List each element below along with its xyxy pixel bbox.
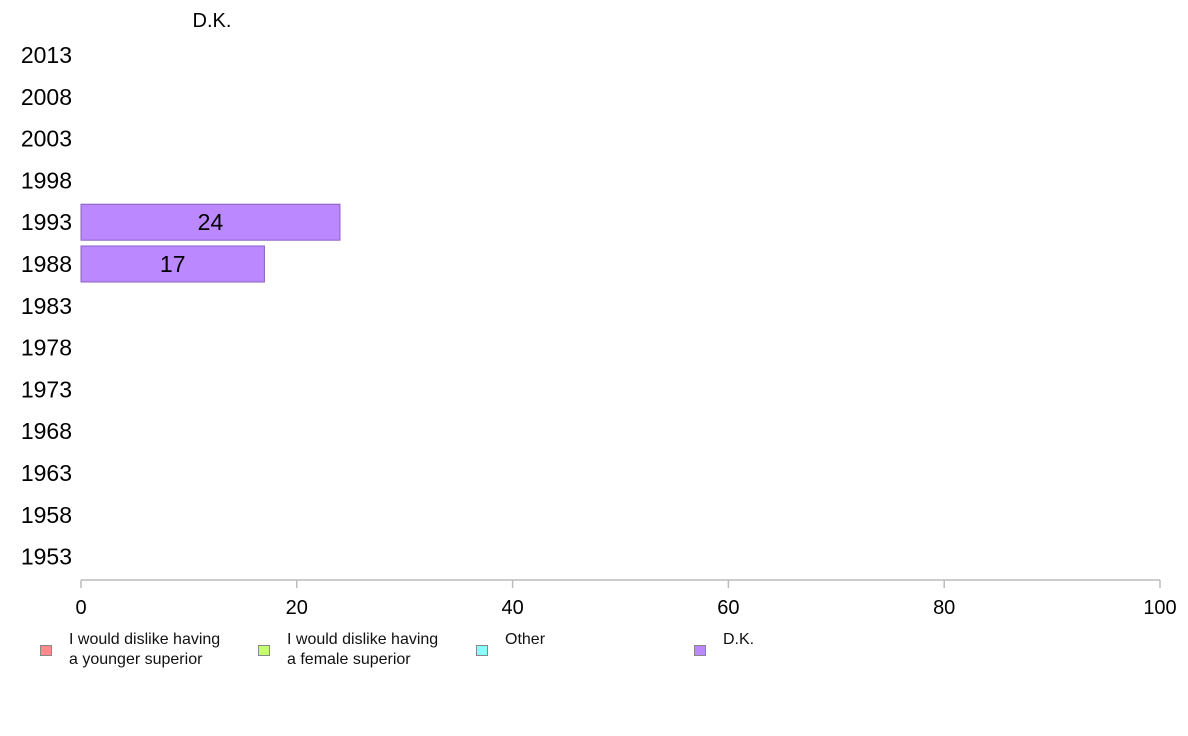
y-tick-label: 1978	[21, 335, 72, 361]
x-tick-label: 40	[501, 597, 523, 619]
legend-label: I would dislike having a younger superio…	[69, 631, 221, 668]
y-tick-label: 1998	[21, 167, 72, 193]
legend-swatch	[258, 645, 270, 656]
legend-label: I would dislike having a female superior	[287, 631, 439, 668]
y-tick-label: 1993	[21, 209, 72, 235]
y-tick-label: 2013	[21, 42, 72, 68]
legend-swatch	[694, 645, 706, 656]
y-tick-label: 1968	[21, 418, 72, 444]
y-tick-label: 2003	[21, 126, 72, 152]
y-tick-label: 1983	[21, 293, 72, 319]
x-tick-label: 80	[933, 597, 955, 619]
bar	[80, 245, 265, 283]
legend-swatch	[476, 645, 488, 656]
legend-label: D.K.	[723, 631, 755, 648]
legend-label: Other	[505, 631, 546, 648]
x-tick-label: 20	[286, 597, 308, 619]
legend-item-other: Other	[476, 630, 545, 656]
legend-item-dk: D.K.	[694, 630, 754, 656]
legend-item-female-superior: I would dislike having a female superior	[258, 630, 438, 670]
x-axis-ticks: 0 20 40 60 80 100	[75, 580, 1177, 619]
y-tick-label: 1973	[21, 376, 72, 402]
x-tick-label: 0	[75, 597, 86, 619]
bar	[80, 203, 341, 241]
y-tick-label: 1963	[21, 460, 72, 486]
chart-title: D.K.	[193, 10, 232, 32]
bar-chart: D.K. 2013 2008 2003 1998 1993 1988 1983 1978 197…	[21, 10, 1177, 619]
bar-value-label: 17	[160, 251, 186, 277]
x-tick-label: 60	[717, 597, 739, 619]
y-tick-label: 1953	[21, 544, 72, 570]
legend-item-younger-superior: I would dislike having a younger superio…	[40, 630, 220, 670]
bar-value-label: 24	[198, 209, 224, 235]
bars: 24 17	[80, 203, 341, 283]
y-tick-label: 1958	[21, 502, 72, 528]
legend: I would dislike having a younger superio…	[0, 630, 1188, 680]
y-axis-labels: 2013 2008 2003 1998 1993 1988 1983 1978 1973 1968…	[21, 42, 72, 570]
x-tick-label: 100	[1143, 597, 1176, 619]
y-tick-label: 1988	[21, 251, 72, 277]
legend-swatch	[40, 645, 52, 656]
y-tick-label: 2008	[21, 84, 72, 110]
